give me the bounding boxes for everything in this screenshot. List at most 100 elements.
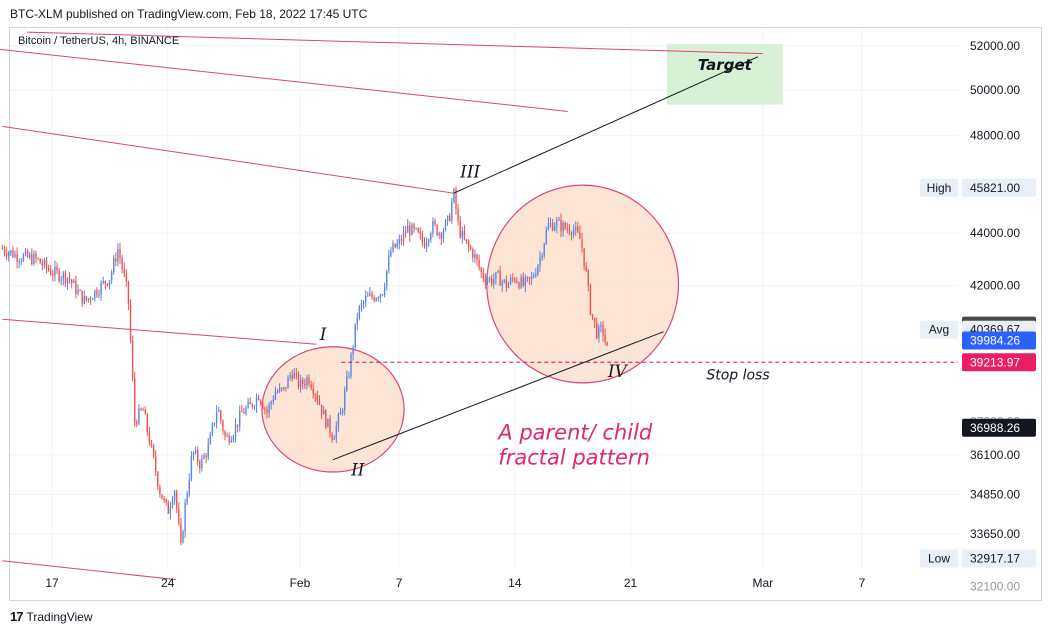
candle-body [415,228,417,230]
candle-body [287,377,289,389]
candle-body [449,215,451,221]
candle-body [428,239,430,243]
candle-body [461,230,464,238]
candle-body [12,250,14,258]
candle-body [302,379,304,385]
candle-body [308,377,310,385]
candle-body [348,376,350,378]
candle-body [425,242,428,248]
candle-body [432,220,434,234]
candle-body [463,230,466,240]
candle-body [497,271,499,273]
candle-body [197,450,199,462]
candle-body [499,271,501,286]
candle-body [327,418,329,428]
time-axis[interactable]: 17 Feb 24 7 14 21 Mar 7 [45,576,865,590]
candle-body [587,270,590,286]
annotation-line-1: A parent/ child [496,421,653,445]
candle-body [575,226,577,230]
candle-body [297,373,300,387]
candle-body [482,272,485,279]
candle-body [367,295,369,297]
candle-body [50,270,52,275]
candle-body [41,263,44,266]
candle-body [444,220,447,231]
candle-body [257,397,260,401]
candle-body [572,229,575,235]
candle-body [392,243,394,252]
channel-line-1 [0,48,568,112]
candle-body [228,435,230,443]
candle-body [127,281,130,304]
candle-body [31,254,33,265]
y-tick-label: 34850.00 [970,487,1020,501]
candle-body [96,290,98,296]
candle-body [144,409,146,415]
candle-body [495,272,497,280]
wave-line-2 [332,331,664,461]
candle-body [222,420,224,432]
candle-body [585,266,587,271]
candle-body [293,373,296,379]
candle-body [60,278,62,281]
candle-body [152,444,155,457]
candle-body [375,298,377,301]
price-tag-label-bg [920,320,958,339]
candle-body [281,387,283,389]
candle-body [77,290,79,294]
candle-body [554,226,556,231]
x-tick-label: Feb [290,576,311,590]
candle-body [320,404,323,415]
tradingview-logo-icon: 17 [10,609,24,624]
y-tick-label-partial: 32100.00 [970,580,1020,594]
candle-body [236,424,239,427]
candle-body [24,250,27,255]
candle-body [241,410,243,413]
candle-body [22,254,25,261]
price-tag-label-low: Low [928,551,950,565]
candle-body [199,461,201,468]
candle-body [509,277,512,284]
candle-body [333,438,335,440]
candle-body [606,341,608,346]
wave-label-II: II [350,460,365,480]
y-tick-label: 50000.00 [970,83,1020,97]
candle-body [503,279,506,282]
candle-body [331,433,333,440]
annotation-line-2: fractal pattern [498,445,650,469]
candle-body [274,392,277,400]
candle-body [350,354,352,377]
candle-body [543,243,545,256]
candle-body [253,406,256,408]
channel-line-4 [2,318,317,345]
candle-body [522,277,524,286]
candle-body [94,290,96,299]
candle-body [404,231,407,233]
price-tag-bg [962,418,1036,437]
target-label: Target [698,56,753,74]
instrument-title: Bitcoin / TetherUS, 4h, BINANCE [18,35,180,47]
candle-body [377,297,380,299]
candle-body [329,418,331,434]
candle-body [596,322,598,338]
price-axis[interactable]: 52000.00 50000.00 48000.00 44000.00 42000.00… [970,39,1020,594]
candle-body [323,410,325,415]
candle-body [159,487,161,495]
channel-line-2 [27,31,763,55]
candle-body [182,531,184,543]
candle-body [325,410,327,428]
candle-body [541,255,543,258]
candle-body [371,293,373,298]
candle-body [37,258,39,260]
chart-grid [10,28,958,568]
candle-body [255,397,258,407]
candle-body [81,290,83,304]
candle-body [268,404,270,413]
candle-body [453,189,455,203]
x-tick-label: Mar [752,576,773,590]
y-tick-label: 44000.00 [970,226,1020,240]
candle-body [211,424,214,435]
candle-body [157,472,159,488]
candle-body [71,279,73,283]
